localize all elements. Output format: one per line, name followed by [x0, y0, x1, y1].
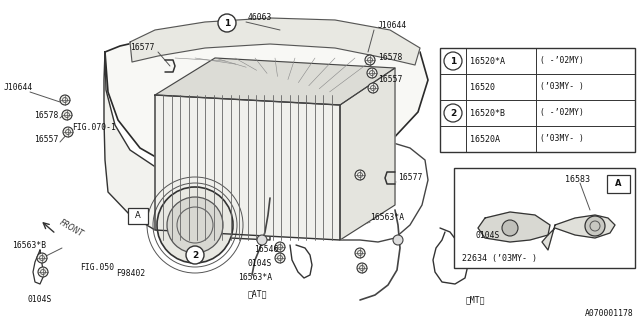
Bar [454, 168, 635, 268]
Circle shape [365, 55, 375, 65]
Text: F98402: F98402 [116, 269, 145, 278]
Text: 16520: 16520 [470, 83, 495, 92]
Text: 〈MT〉: 〈MT〉 [466, 295, 486, 305]
Circle shape [157, 187, 233, 263]
Text: 16563*A: 16563*A [370, 213, 404, 222]
Text: 0104S: 0104S [248, 260, 273, 268]
Circle shape [444, 104, 462, 122]
Text: 16557: 16557 [34, 135, 58, 145]
Circle shape [62, 110, 72, 120]
Bar [440, 48, 635, 152]
Circle shape [186, 246, 204, 264]
Text: 16520*B: 16520*B [470, 108, 505, 117]
Text: FIG.070-1: FIG.070-1 [72, 124, 116, 132]
Text: 16563*A: 16563*A [238, 274, 272, 283]
Text: 16578: 16578 [378, 53, 403, 62]
Text: 0104S: 0104S [476, 231, 500, 241]
Text: 16577: 16577 [398, 173, 422, 182]
Circle shape [393, 235, 403, 245]
Polygon shape [478, 212, 550, 242]
Polygon shape [155, 95, 340, 240]
Text: 2: 2 [450, 108, 456, 117]
Text: 16583: 16583 [565, 174, 590, 183]
Text: ( -’02MY): ( -’02MY) [540, 57, 584, 66]
Bar [128, 208, 148, 224]
Bar [607, 175, 630, 193]
Circle shape [167, 197, 223, 253]
Text: 46063: 46063 [248, 13, 273, 22]
Circle shape [355, 170, 365, 180]
Text: 16577: 16577 [130, 44, 154, 52]
Circle shape [368, 83, 378, 93]
Circle shape [275, 242, 285, 252]
Text: 1: 1 [224, 19, 230, 28]
Text: J10644: J10644 [378, 21, 407, 30]
Text: (’03MY- ): (’03MY- ) [540, 134, 584, 143]
Circle shape [275, 253, 285, 263]
Text: FIG.050: FIG.050 [80, 263, 114, 273]
Text: 16520*A: 16520*A [470, 57, 505, 66]
Text: (’03MY- ): (’03MY- ) [540, 83, 584, 92]
Circle shape [218, 14, 236, 32]
Text: 22634 (’03MY- ): 22634 (’03MY- ) [462, 253, 537, 262]
Circle shape [455, 239, 465, 249]
Text: A: A [615, 180, 621, 188]
Polygon shape [130, 18, 420, 65]
Text: A070001178: A070001178 [585, 309, 634, 318]
Text: 16520A: 16520A [470, 134, 500, 143]
Circle shape [37, 253, 47, 263]
Circle shape [457, 251, 467, 261]
Circle shape [257, 235, 267, 245]
Text: J10644: J10644 [4, 84, 33, 92]
Text: 〈AT〉: 〈AT〉 [248, 290, 268, 299]
Text: 16557: 16557 [378, 76, 403, 84]
Text: 1: 1 [450, 57, 456, 66]
Circle shape [502, 220, 518, 236]
Text: 16563*B: 16563*B [12, 242, 46, 251]
Text: FRONT: FRONT [58, 218, 85, 238]
Circle shape [444, 52, 462, 70]
Circle shape [60, 95, 70, 105]
Circle shape [63, 127, 73, 137]
Circle shape [357, 263, 367, 273]
Text: 0104S: 0104S [28, 295, 52, 305]
Text: A: A [135, 212, 141, 220]
Circle shape [355, 248, 365, 258]
Text: 16546: 16546 [254, 245, 278, 254]
Polygon shape [155, 58, 395, 105]
Circle shape [367, 68, 377, 78]
Text: 2: 2 [192, 251, 198, 260]
Polygon shape [340, 68, 395, 240]
Circle shape [585, 216, 605, 236]
Text: 16578: 16578 [34, 111, 58, 121]
Polygon shape [105, 22, 428, 178]
Polygon shape [542, 215, 615, 250]
Polygon shape [104, 52, 270, 240]
Circle shape [38, 267, 48, 277]
Text: ( -’02MY): ( -’02MY) [540, 108, 584, 117]
